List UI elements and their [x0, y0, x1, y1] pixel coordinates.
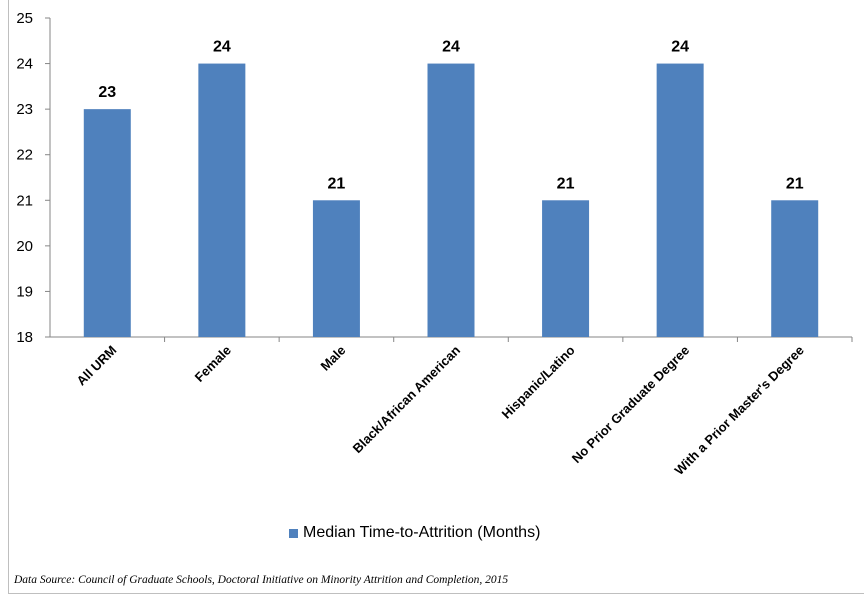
y-tick-label: 19	[16, 283, 33, 300]
data-label: 24	[442, 39, 460, 56]
bar	[198, 63, 246, 337]
data-label: 21	[557, 175, 575, 192]
data-label: 23	[98, 84, 116, 101]
bars	[83, 63, 819, 338]
legend-label: Median Time-to-Attrition (Months)	[303, 524, 541, 541]
bar	[312, 200, 360, 337]
x-tick-label: Hispanic/Latino	[499, 342, 578, 421]
legend: Median Time-to-Attrition (Months)	[289, 524, 540, 542]
y-tick-label: 21	[16, 192, 33, 209]
chart-frame	[8, 0, 864, 594]
y-tick-label: 20	[16, 238, 33, 255]
data-label: 24	[671, 39, 689, 56]
x-tick-label: Female	[192, 343, 234, 385]
bar	[427, 63, 475, 337]
bar	[771, 200, 819, 337]
source-note: Data Source: Council of Graduate Schools…	[14, 574, 509, 586]
y-tick-label: 18	[16, 329, 33, 346]
bar	[542, 200, 590, 337]
y-axis-ticks: 18 19 20 21 22 23 24 25	[16, 10, 50, 346]
data-label: 21	[786, 175, 804, 192]
legend-swatch	[289, 528, 298, 538]
data-label: 24	[213, 39, 231, 56]
y-tick-label: 23	[16, 101, 33, 118]
y-tick-label: 22	[16, 147, 33, 164]
y-tick-label: 24	[16, 56, 33, 73]
data-label: 21	[328, 175, 346, 192]
x-tick-label: Black/African American	[350, 342, 464, 456]
x-tick-label: All URM	[74, 343, 120, 389]
x-tick-label: With a Prior Master's Degree	[672, 343, 807, 478]
x-axis-labels: All URM Female Male Black/African American H…	[74, 337, 853, 478]
x-tick-label: No Prior Graduate Degree	[569, 343, 693, 467]
data-labels: 23 24 21 24 21 24 21	[98, 39, 803, 193]
bar	[83, 109, 131, 338]
bar	[656, 63, 704, 337]
x-tick-label: Male	[318, 343, 349, 374]
y-tick-label: 25	[16, 10, 33, 27]
bar-chart: 18 19 20 21 22 23 24 25 23 24 21 24 21 24 21 All URM F…	[16, 10, 853, 478]
